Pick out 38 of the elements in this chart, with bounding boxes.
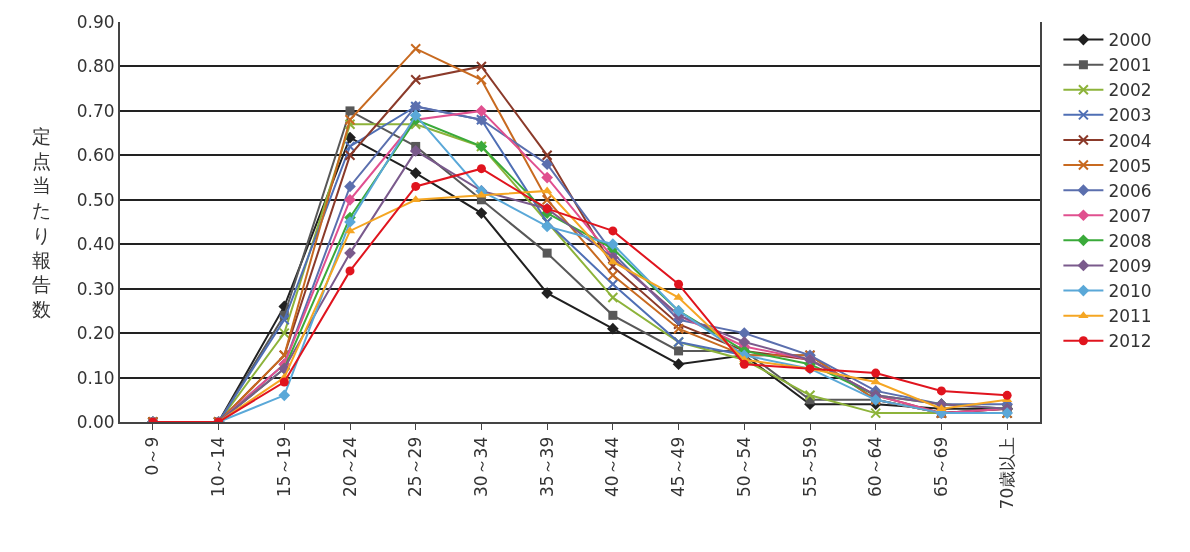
y-tick-label: 0.70 [76,100,115,121]
x-tick-label: 35～39 [536,436,557,498]
x-tick-label: 45～49 [668,436,689,498]
x-tick-label: 40～44 [602,436,623,498]
x-tick-label: 0～9 [142,436,163,476]
y-axis-title: 定点当たり報告数 [32,125,51,320]
y-tick-label: 0.10 [76,367,115,388]
legend-label: 2004 [1108,130,1152,151]
legend-label: 2012 [1108,331,1152,352]
x-tick-label: 25～29 [405,436,426,498]
legend-label: 2010 [1108,281,1152,302]
legend-label: 2005 [1108,155,1152,176]
x-tick-label: 15～19 [273,436,294,498]
y-tick-label: 0.80 [76,56,115,77]
legend-label: 2011 [1108,306,1152,327]
legend-label: 2003 [1108,105,1152,126]
x-tick-label: 70歳以上 [996,436,1017,510]
legend-label: 2009 [1108,256,1152,277]
y-tick-label: 0.40 [76,234,115,255]
y-tick-label: 0.90 [76,11,115,32]
x-tick-label: 30～34 [470,436,491,498]
y-tick-label: 0.00 [76,411,115,432]
legend-label: 2007 [1108,205,1152,226]
y-tick-label: 0.60 [76,145,115,166]
legend-label: 2002 [1108,80,1152,101]
x-tick-label: 50～54 [733,436,754,498]
x-tick-label: 20～24 [339,436,360,498]
x-tick-label: 10～14 [208,436,229,498]
legend-label: 2006 [1108,180,1152,201]
legend-label: 2001 [1108,55,1152,76]
x-tick-label: 65～69 [930,436,951,498]
legend-label: 2008 [1108,230,1152,251]
x-tick-label: 55～59 [799,436,820,498]
y-tick-label: 0.30 [76,278,115,299]
y-tick-label: 0.50 [76,189,115,210]
x-tick-label: 60～64 [865,436,886,498]
y-tick-label: 0.20 [76,323,115,344]
legend-label: 2000 [1108,30,1152,51]
